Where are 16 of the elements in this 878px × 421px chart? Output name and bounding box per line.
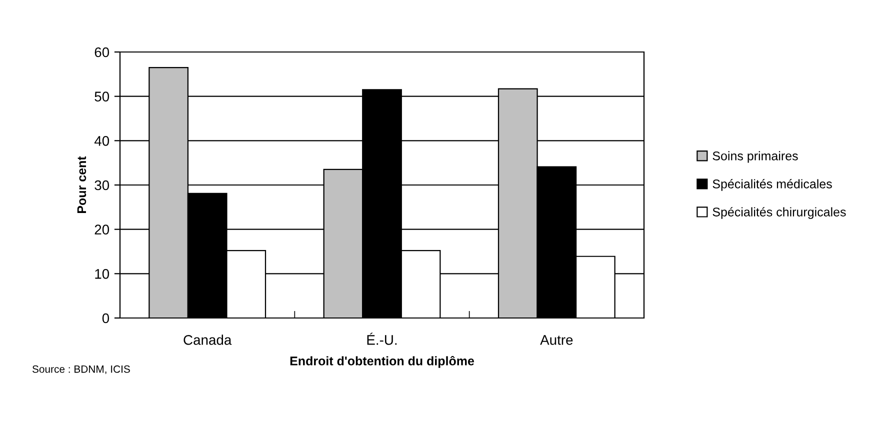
y-tick-label: 30: [94, 180, 110, 190]
legend-label: Spécialités chirurgicales: [712, 207, 846, 219]
y-tick-label: 0: [102, 313, 110, 324]
source-note: Source : BDNM, ICIS: [32, 365, 130, 374]
x-tick-label: Canada: [184, 334, 232, 345]
y-tick-label: 50: [94, 92, 110, 102]
x-tick-label: É.-U.: [367, 332, 397, 345]
x-tick-label: Autre: [540, 335, 573, 345]
y-tick-label: 60: [94, 47, 110, 58]
y-tick-label: 40: [94, 136, 110, 146]
x-axis-title: Endroit d'obtention du diplôme: [290, 356, 474, 368]
legend-label: Spécialités médicales: [712, 179, 832, 191]
y-axis-title: Pour cent: [77, 156, 86, 213]
legend-label: Soins primaires: [712, 151, 798, 163]
y-tick-label: 10: [95, 269, 110, 279]
y-tick-label: 20: [94, 224, 110, 235]
